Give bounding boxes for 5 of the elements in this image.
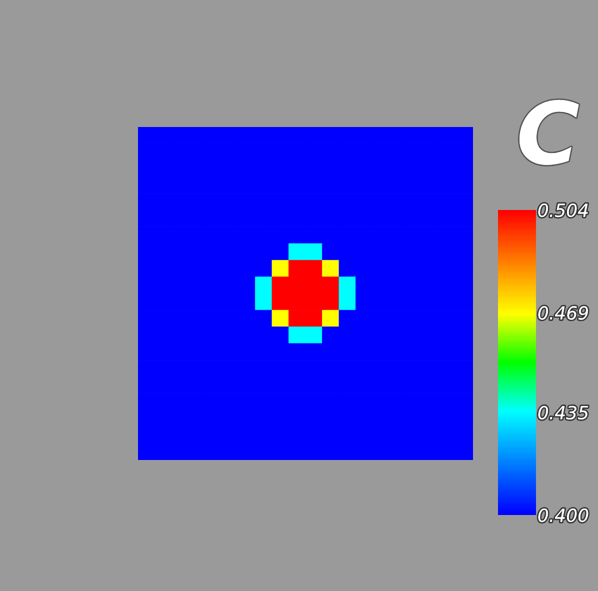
- color-bar-title: C: [520, 100, 579, 165]
- color-bar-label: 0.469: [538, 306, 588, 320]
- color-bar-label: 0.504: [538, 203, 588, 218]
- color-bar-label: 0.400: [538, 508, 588, 522]
- color-bar-label: 0.435: [538, 406, 588, 420]
